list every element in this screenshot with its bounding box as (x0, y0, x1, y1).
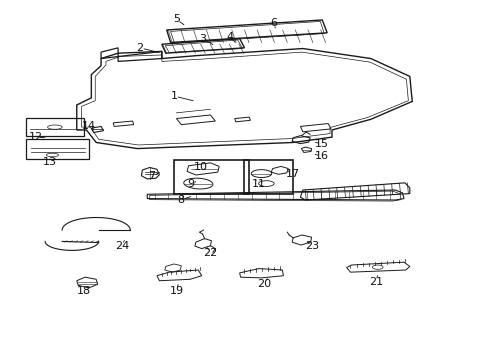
Text: 13: 13 (43, 157, 57, 167)
Text: 7: 7 (148, 171, 155, 181)
Text: 14: 14 (81, 121, 96, 131)
Text: 8: 8 (177, 195, 184, 204)
Text: 1: 1 (170, 91, 177, 101)
Text: 12: 12 (28, 132, 42, 142)
Bar (26, 139, 89, 159)
Text: 20: 20 (256, 279, 270, 289)
Text: 2: 2 (136, 43, 143, 53)
Text: 16: 16 (315, 152, 328, 161)
Text: 9: 9 (187, 179, 194, 189)
Text: 3: 3 (199, 34, 206, 44)
Text: 24: 24 (115, 241, 129, 251)
Text: 23: 23 (305, 241, 319, 251)
Text: 18: 18 (77, 286, 91, 296)
Text: 19: 19 (169, 286, 183, 296)
Text: 11: 11 (252, 179, 265, 189)
Text: 5: 5 (173, 14, 180, 24)
Bar (26, 118, 84, 136)
Text: 15: 15 (315, 139, 328, 149)
Text: 22: 22 (203, 248, 217, 258)
Text: 21: 21 (368, 277, 382, 287)
Text: 17: 17 (285, 169, 300, 179)
Text: 10: 10 (193, 162, 207, 172)
Text: 4: 4 (226, 32, 233, 42)
Text: 6: 6 (270, 18, 277, 28)
